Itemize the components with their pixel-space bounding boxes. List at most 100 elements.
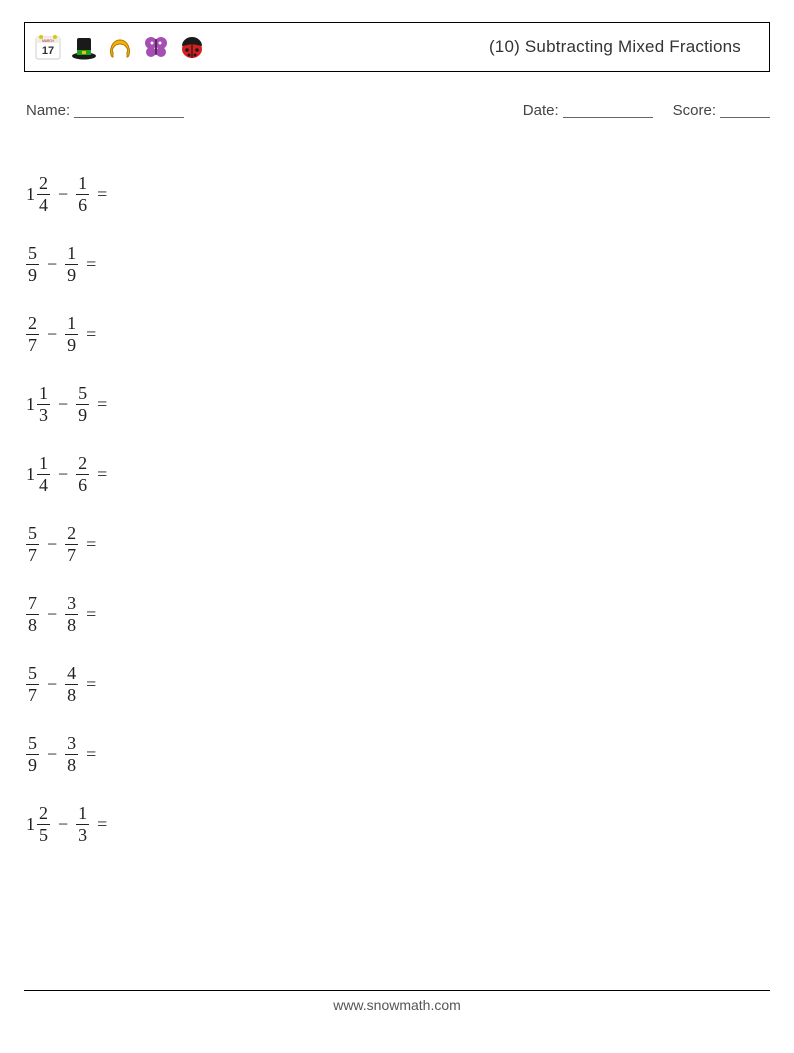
numerator: 5 [76, 384, 89, 403]
minus-op: − [47, 744, 57, 765]
problem-row: 113−5 9 = [26, 369, 770, 439]
numerator: 5 [26, 734, 39, 753]
equals-op: = [86, 744, 96, 765]
problem-row: 57−48= [26, 649, 770, 719]
denominator: 8 [26, 616, 39, 635]
denominator: 4 [37, 476, 50, 495]
denominator: 7 [26, 336, 39, 355]
fraction: 14 [37, 454, 50, 495]
fraction: 13 [76, 804, 89, 845]
equals-op: = [86, 604, 96, 625]
score-field: Score: [673, 102, 770, 119]
fraction: 48 [65, 664, 78, 705]
numerator: 1 [37, 384, 50, 403]
fraction: 16 [76, 174, 89, 215]
fraction: 78 [26, 594, 39, 635]
horseshoe-icon [105, 32, 135, 62]
name-field: Name: [26, 102, 184, 119]
minus-op: − [47, 254, 57, 275]
minus-op: − [58, 464, 68, 485]
numerator: 1 [76, 804, 89, 823]
calendar-month: MARCH [42, 39, 54, 43]
minus-op: − [47, 674, 57, 695]
denominator: 3 [37, 406, 50, 425]
denominator: 4 [37, 196, 50, 215]
fraction: 27 [65, 524, 78, 565]
numerator: 2 [26, 314, 39, 333]
fraction: 38 [65, 734, 78, 775]
numerator: 3 [65, 594, 78, 613]
score-label: Score: [673, 102, 716, 119]
denominator: 7 [26, 686, 39, 705]
minus-op: − [47, 534, 57, 555]
equals-op: = [86, 254, 96, 275]
fraction: 38 [65, 594, 78, 635]
fraction: 19 [65, 244, 78, 285]
problem-row: 57−27= [26, 509, 770, 579]
info-row: Name: Date: Score: [24, 102, 770, 119]
fraction: 59 [26, 734, 39, 775]
fraction: 25 [37, 804, 50, 845]
numerator: 5 [26, 664, 39, 683]
equals-op: = [97, 394, 107, 415]
minus-op: − [58, 394, 68, 415]
denominator: 9 [65, 336, 78, 355]
equals-op: = [86, 534, 96, 555]
problems-list: 124−16=59−19=27−19=113−59=114−26=57−27=7… [24, 159, 770, 859]
equals-op: = [86, 324, 96, 345]
numerator: 2 [37, 804, 50, 823]
numerator: 1 [65, 314, 78, 333]
calendar-day: 17 [42, 45, 54, 57]
denominator: 3 [76, 826, 89, 845]
denominator: 9 [26, 266, 39, 285]
equals-op: = [97, 814, 107, 835]
fraction: 57 [26, 524, 39, 565]
denominator: 9 [26, 756, 39, 775]
tophat-icon [69, 32, 99, 62]
fraction: 13 [37, 384, 50, 425]
denominator: 6 [76, 476, 89, 495]
denominator: 9 [76, 406, 89, 425]
denominator: 6 [76, 196, 89, 215]
problem-row: 78−38= [26, 579, 770, 649]
numerator: 5 [26, 524, 39, 543]
equals-op: = [86, 674, 96, 695]
denominator: 7 [65, 546, 78, 565]
name-blank[interactable] [74, 117, 184, 118]
score-blank[interactable] [720, 117, 770, 118]
numerator: 2 [37, 174, 50, 193]
date-blank[interactable] [563, 117, 653, 118]
equals-op: = [97, 184, 107, 205]
denominator: 8 [65, 686, 78, 705]
numerator: 1 [65, 244, 78, 263]
worksheet-title: (10) Subtracting Mixed Fractions [489, 37, 741, 57]
numerator: 1 [37, 454, 50, 473]
numerator: 5 [26, 244, 39, 263]
worksheet-header: 17 MARCH [24, 22, 770, 72]
minus-op: − [47, 324, 57, 345]
problem-row: 125−13= [26, 789, 770, 859]
problem-row: 124−16= [26, 159, 770, 229]
calendar-icon: 17 MARCH [33, 32, 63, 62]
name-label: Name: [26, 102, 70, 119]
numerator: 1 [76, 174, 89, 193]
fraction: 24 [37, 174, 50, 215]
problem-row: 5 9−19 = [26, 229, 770, 299]
minus-op: − [58, 814, 68, 835]
problem-row: 59−38= [26, 719, 770, 789]
butterfly-icon [141, 32, 171, 62]
whole-part: 1 [26, 184, 35, 205]
numerator: 4 [65, 664, 78, 683]
denominator: 5 [37, 826, 50, 845]
equals-op: = [97, 464, 107, 485]
whole-part: 1 [26, 464, 35, 485]
denominator: 8 [65, 756, 78, 775]
problem-row: 114−26= [26, 439, 770, 509]
numerator: 7 [26, 594, 39, 613]
minus-op: − [58, 184, 68, 205]
header-icons: 17 MARCH [33, 32, 207, 62]
fraction: 26 [76, 454, 89, 495]
numerator: 3 [65, 734, 78, 753]
denominator: 8 [65, 616, 78, 635]
numerator: 2 [76, 454, 89, 473]
